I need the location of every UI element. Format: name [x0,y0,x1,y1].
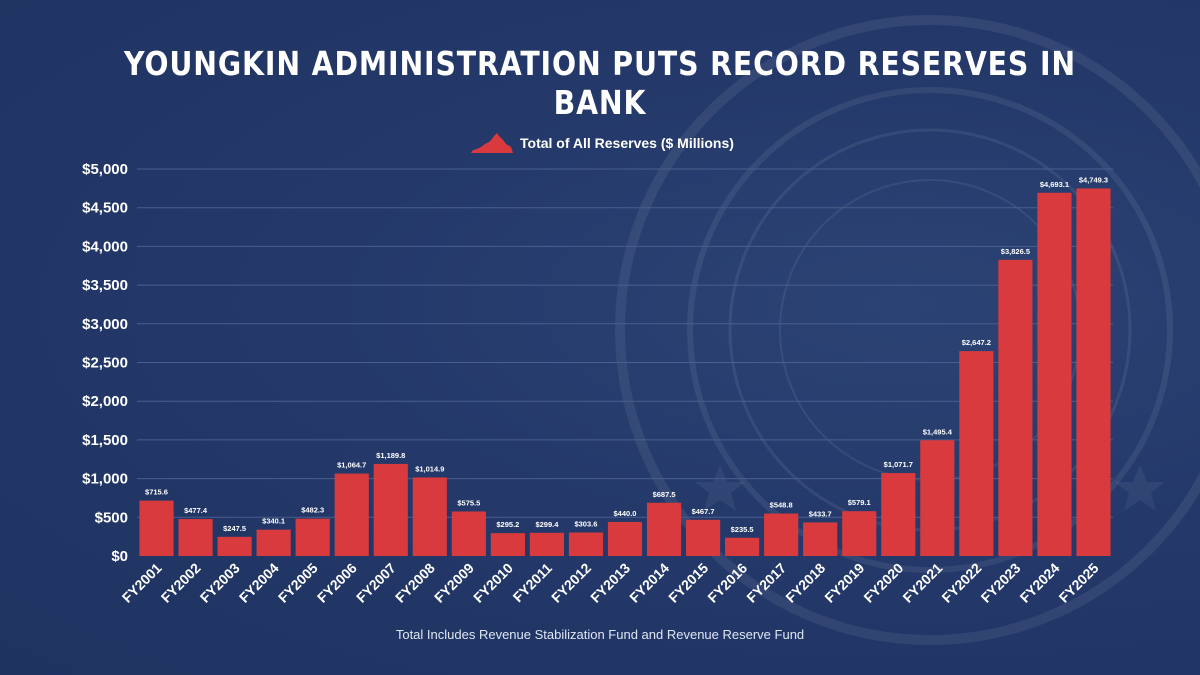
x-tick-label: FY2008 [392,560,438,606]
data-label: $4,693.1 [1040,180,1069,189]
x-tick-label: FY2018 [782,560,828,606]
data-label: $4,749.3 [1079,175,1108,184]
bar [490,533,525,556]
x-tick-label: FY2010 [470,560,516,606]
x-tick-label: FY2020 [860,560,906,606]
bar [568,532,604,556]
data-label: $440.0 [614,509,637,518]
bar [1076,188,1111,556]
bar [1037,192,1072,556]
bar [529,532,564,556]
x-tick-label: FY2021 [899,560,945,606]
chart-legend: Total of All Reserves ($ Millions) [470,132,734,154]
data-label: $295.2 [496,520,519,529]
data-label: $477.4 [184,506,208,515]
data-label: $2,647.2 [962,338,991,347]
bars [139,188,1111,556]
virginia-state-shape-icon [471,133,513,153]
bar [178,519,213,556]
data-label: $303.6 [574,520,597,529]
bar [607,521,643,556]
x-tick-label: FY2003 [197,560,243,606]
data-label: $579.1 [848,498,871,507]
bar [686,519,721,556]
y-tick-label: $3,000 [82,316,128,333]
x-tick-label: FY2019 [821,560,867,606]
x-tick-label: FY2024 [1017,560,1063,606]
y-tick-label: $3,500 [82,277,128,294]
data-label: $247.5 [223,524,246,533]
x-tick-label: FY2012 [548,560,594,606]
x-tick-label: FY2009 [431,560,477,606]
bar [217,536,252,556]
data-label: $299.4 [535,520,559,529]
x-tick-label: FY2022 [938,560,984,606]
x-tick-label: FY2004 [236,560,282,606]
data-label: $1,189.8 [376,451,405,460]
y-tick-label: $1,500 [82,432,128,449]
data-label: $482.3 [301,506,324,515]
y-tick-label: $2,500 [82,355,128,372]
x-tick-label: FY2005 [275,560,321,606]
x-tick-label: FY2014 [626,560,672,606]
bar [256,529,291,556]
y-tick-label: $1,000 [82,471,128,488]
data-label: $467.7 [692,507,715,516]
bar [920,440,955,556]
x-tick-label: FY2007 [353,560,399,606]
footnote: Total Includes Revenue Stabilization Fun… [395,627,805,642]
bar [881,473,916,556]
bar [334,473,369,556]
y-tick-label: $4,500 [82,200,128,217]
data-label: $548.8 [770,501,793,510]
x-tick-label: FY2002 [158,560,204,606]
y-tick-label: $4,000 [82,238,128,255]
data-label: $1,014.9 [415,464,444,473]
bar [646,502,682,556]
data-label: $433.7 [809,509,832,518]
x-tick-label: FY2011 [510,560,556,606]
x-tick-label: FY2001 [119,560,165,606]
y-tick-label: $0 [111,548,128,565]
bar [764,513,799,556]
data-labels: $715.6 $477.4 $247.5 $340.1 $482.3 $1,064.7 $1… [145,175,1108,533]
x-tick-label: FY2023 [978,560,1024,606]
bar [139,500,174,556]
legend-label: Total of All Reserves ($ Millions) [520,135,734,151]
bar [451,511,486,556]
y-tick-label: $2,000 [82,393,128,410]
bar [959,351,994,556]
bar [842,511,877,556]
data-label: $1,071.7 [884,460,913,469]
data-label: $715.6 [145,488,168,497]
x-tick-label: FY2025 [1056,560,1102,606]
page-title: YOUNGKIN ADMINISTRATION PUTS RECORD RESE… [124,44,1076,122]
y-tick-label: $500 [95,509,128,526]
bar [412,477,447,556]
data-label: $235.5 [731,525,754,534]
data-label: $687.5 [653,490,676,499]
data-label: $1,064.7 [337,461,366,470]
bar [803,522,838,556]
data-label: $3,826.5 [1001,247,1030,256]
data-label: $575.5 [457,498,480,507]
x-axis: FY2001FY2002FY2003FY2004FY2005FY2006FY20… [119,560,1102,606]
bar [295,518,330,556]
data-label: $340.1 [262,517,285,526]
bar [373,463,408,556]
y-tick-label: $5,000 [82,161,128,178]
bar [725,537,760,556]
y-axis: $0 $500 $1,000 $1,500 $2,000 $2,500 $3,000 $3,5… [82,161,128,565]
x-tick-label: FY2017 [743,560,789,606]
x-tick-label: FY2015 [665,560,711,606]
x-tick-label: FY2013 [587,560,633,606]
x-tick-label: FY2006 [314,560,360,606]
x-tick-label: FY2016 [704,560,750,606]
bar [998,259,1033,556]
data-label: $1,495.4 [923,427,953,436]
